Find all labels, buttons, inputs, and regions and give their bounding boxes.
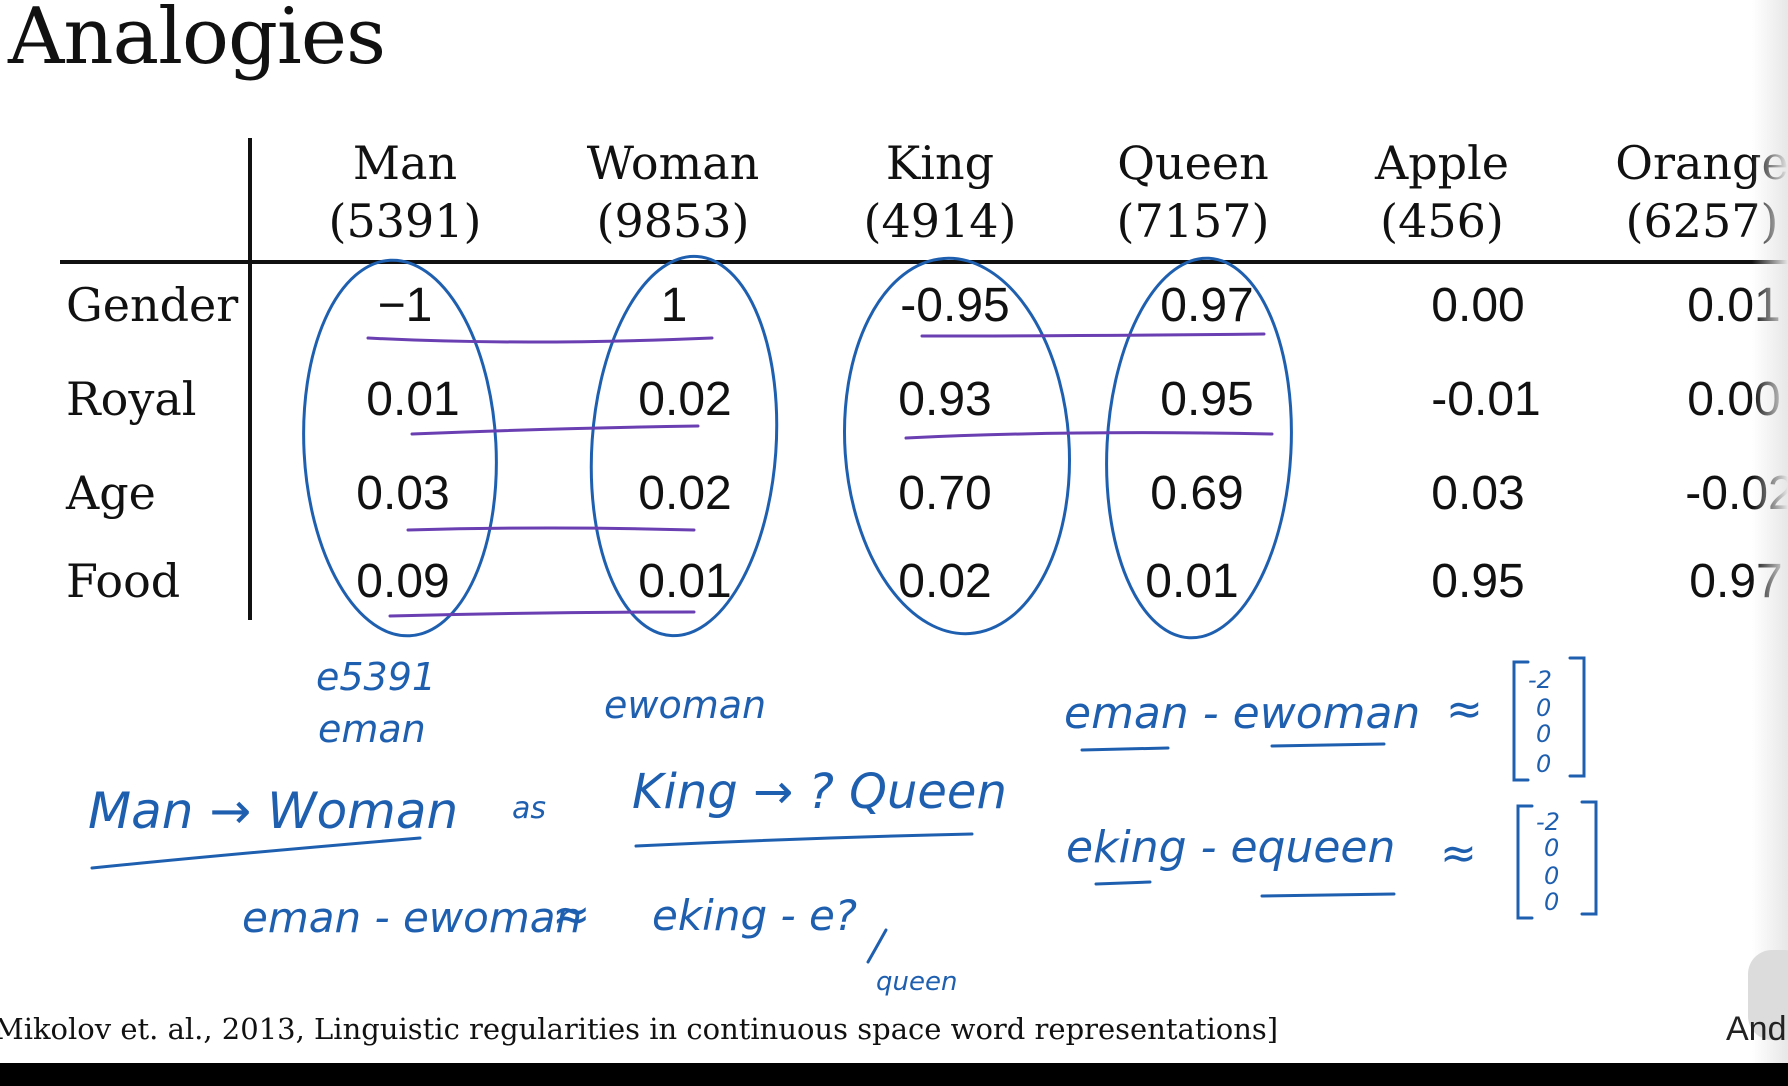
underline-ewoman [1270,742,1386,748]
circle-man-column [302,258,498,638]
table-cell: 0.03 [356,467,450,520]
circle-king-column [843,256,1071,636]
column-header-king: King (4914) [820,134,1060,250]
vector1-entry: 0 [1536,750,1551,778]
note-king-to-queen: King → ? Queen [632,764,1007,820]
vector2-entry: 0 [1544,834,1559,862]
note-eq1-approx: ≈ [1446,684,1483,735]
note-man-to-woman: Man → Woman [88,782,458,840]
column-index: (7157) [1116,194,1270,248]
video-overlay-element [1748,950,1788,1040]
note-ewoman: ewoman [604,683,766,727]
table-cell: 0.03 [1431,467,1525,520]
table-cell: -0.95 [900,279,1010,332]
note-e5391: e5391 [316,655,436,699]
bracket-right-1 [1568,656,1586,778]
note-eking-minus-e: eking - e? [652,891,857,940]
note-as: as [512,791,546,826]
table-vertical-rule [248,138,252,620]
table-cell: 0.01 [638,555,732,608]
table-cell: 0.02 [638,467,732,520]
table-cell: −1 [377,279,433,332]
note-eman-minus-ewoman: eman - ewoman [242,893,582,942]
column-header-woman: Woman (9853) [553,134,793,250]
note-queen: queen [876,967,957,997]
column-word: Apple [1374,136,1510,190]
column-index: (9853) [596,194,750,248]
note-eq2-approx: ≈ [1440,828,1477,879]
note-eq1-left: eman - ewoman [1064,688,1420,739]
table-cell: 0.97 [1160,279,1254,332]
note-approx-bottom: ≈ [552,887,591,941]
vector1-entry: -2 [1528,666,1552,694]
row-label-food: Food [66,554,181,608]
vector2-entry: 0 [1544,862,1559,890]
table-cell: 0.93 [898,373,992,426]
line-gender-man-woman [366,336,714,344]
slide-title: Analogies [8,0,386,82]
table-cell: 0.95 [1431,555,1525,608]
bracket-right-2 [1580,800,1598,916]
table-cell: 0.00 [1431,279,1525,332]
row-label-age: Age [66,466,156,520]
next-slide-peek-text: And [1726,1010,1787,1048]
column-header-apple: Apple (456) [1322,134,1562,250]
circle-queen-column [1105,256,1293,640]
table-cell: 0.70 [898,467,992,520]
line-food-man-woman [388,610,696,618]
underline-man-woman [90,836,422,870]
line-royal-king-queen [904,431,1274,440]
line-gender-king-queen [920,332,1266,338]
note-eq2-left: eking - equeen [1066,822,1395,873]
row-label-gender: Gender [66,278,239,332]
line-royal-man-woman [410,424,700,436]
underline-eman [1080,746,1170,752]
column-word: Man [352,136,458,190]
column-header-man: Man (5391) [285,134,525,250]
table-cell: 1 [660,279,688,332]
bracket-left-1 [1512,660,1530,782]
column-index: (5391) [328,194,482,248]
column-header-queen: Queen (7157) [1073,134,1313,250]
row-label-royal: Royal [66,372,197,426]
bottom-black-bar [0,1063,1788,1086]
column-index: (456) [1380,194,1504,248]
vector1-entry: 0 [1536,720,1551,748]
table-cell: 0.09 [356,555,450,608]
circle-woman-column [589,254,779,638]
column-word: Queen [1117,136,1269,190]
right-edge-shade [1752,0,1788,1063]
underline-equeen [1260,892,1396,898]
table-cell: 0.01 [366,373,460,426]
column-word: King [885,136,995,190]
vector1-entry: 0 [1536,694,1551,722]
table-cell: 0.02 [638,373,732,426]
citation: Mikolov et. al., 2013, Linguistic regula… [0,1012,1279,1046]
table-cell: -0.01 [1431,373,1541,426]
line-age-man-woman [406,526,696,532]
vector2-entry: -2 [1536,808,1560,836]
table-cell: 0.01 [1145,555,1239,608]
table-cell: 0.69 [1150,467,1244,520]
bracket-left-2 [1516,804,1534,920]
note-eman: eman [318,707,426,751]
column-word: Woman [586,136,760,190]
vector2-entry: 0 [1544,888,1559,916]
column-index: (4914) [863,194,1017,248]
table-cell: 0.02 [898,555,992,608]
arrow-queen-note [866,928,888,964]
underline-eking [1094,880,1152,886]
table-cell: 0.95 [1160,373,1254,426]
underline-king-queen [634,832,974,848]
